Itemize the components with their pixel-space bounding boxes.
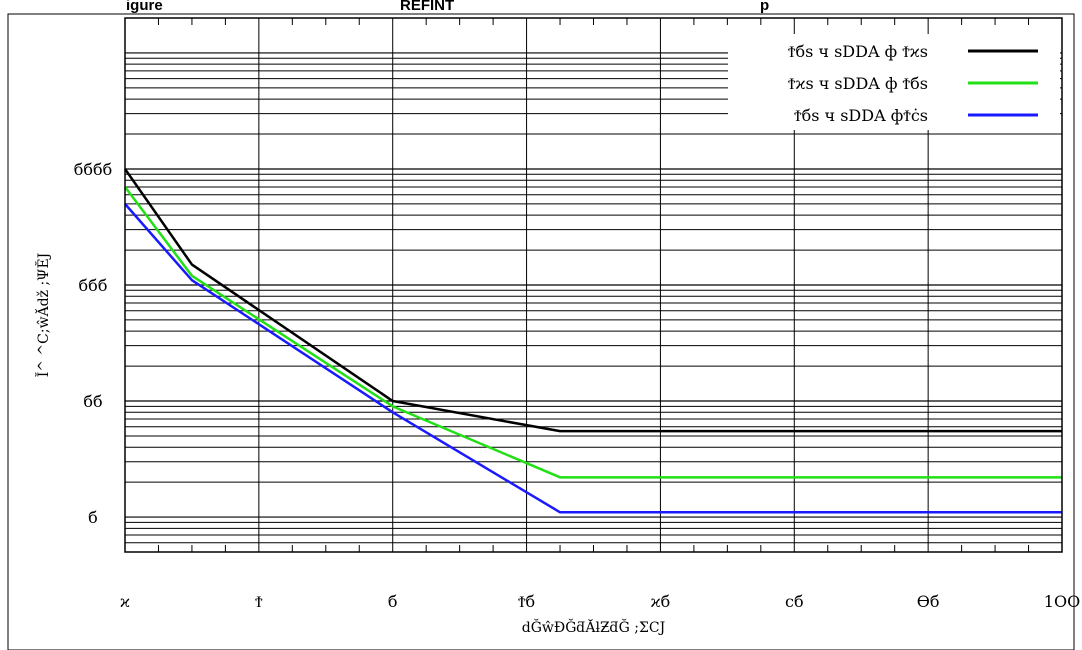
x-tick-label: 1OO	[1044, 592, 1080, 611]
title-fragment-left: igure	[126, 0, 163, 14]
x-tick-label: ϰ	[120, 592, 130, 611]
x-tick-label: Ϯ	[255, 592, 263, 611]
y-axis-title: Ĭ^ ^C;ŵĂǆ ;ΨĔͿ	[34, 253, 52, 378]
plot-area-border	[124, 17, 1063, 553]
x-tick-label: ϰб	[651, 592, 671, 611]
y-tick-label: бббб	[74, 160, 113, 179]
minor-ticks	[157, 18, 1030, 552]
x-tick-label: ϲб	[785, 592, 804, 611]
legend: Ϯбs ч sDDA ф Ϯϰs Ϯϰs ч sDDA ф Ϯбs Ϯбs ч sD…	[728, 34, 1060, 130]
x-tick-label: б	[388, 592, 398, 611]
legend-label: Ϯϰs ч sDDA ф Ϯбs	[788, 74, 928, 93]
legend-label: Ϯбs ч sDDA ф Ϯϰs	[788, 42, 928, 61]
legend-label: Ϯбs ч sDDA фϮċs	[794, 106, 928, 125]
series-line	[124, 203, 1062, 514]
series-line	[124, 186, 1062, 479]
series-lines	[123, 168, 1062, 514]
title-fragment-right: p	[760, 0, 769, 14]
y-tick-label: бб	[83, 392, 102, 411]
x-tick-label: Ϯб	[518, 592, 535, 611]
x-tick-label: ϴб	[917, 592, 940, 611]
y-tick-label: ббб	[79, 276, 108, 295]
figure-frame	[7, 13, 1075, 650]
title-fragment-middle: REFINT	[400, 0, 454, 14]
y-tick-label: б	[88, 508, 98, 527]
x-axis-title: dĞŵĐĞƌĂƚƵƌĞ ;ΣCͿ	[522, 618, 665, 636]
chart-title: igure REFINT p	[126, 0, 769, 14]
series-line	[123, 168, 1062, 433]
